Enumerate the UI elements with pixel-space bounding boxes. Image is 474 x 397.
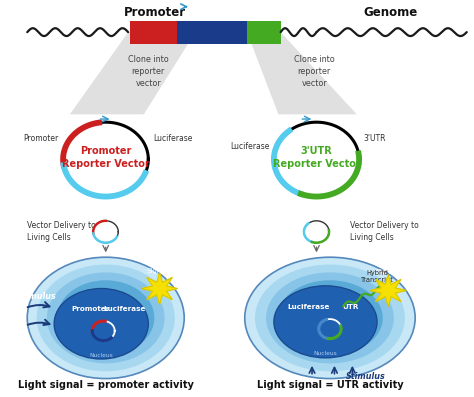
Text: Gene: Gene bbox=[197, 27, 227, 38]
Text: UTR: UTR bbox=[342, 304, 358, 310]
Ellipse shape bbox=[54, 289, 148, 359]
FancyBboxPatch shape bbox=[177, 21, 247, 44]
Text: 3'UTR: 3'UTR bbox=[364, 135, 386, 143]
Text: Light
Signal: Light Signal bbox=[146, 260, 168, 274]
Text: Luciferase: Luciferase bbox=[287, 304, 329, 310]
Text: Luciferase: Luciferase bbox=[230, 142, 269, 151]
Text: 3'UTR: 3'UTR bbox=[249, 28, 278, 37]
Text: Light
Signal: Light Signal bbox=[375, 262, 397, 276]
Text: Stimulus: Stimulus bbox=[17, 292, 57, 301]
Text: Vector Delivery to
Living Cells: Vector Delivery to Living Cells bbox=[350, 222, 419, 242]
Text: Clone into
reporter
vector: Clone into reporter vector bbox=[128, 55, 169, 88]
Text: Promoter: Promoter bbox=[23, 135, 59, 143]
Text: Promoter
Reporter Vector: Promoter Reporter Vector bbox=[62, 146, 150, 169]
Polygon shape bbox=[370, 275, 406, 306]
Ellipse shape bbox=[274, 286, 377, 358]
Ellipse shape bbox=[255, 264, 405, 371]
Text: Luciferase: Luciferase bbox=[103, 306, 146, 312]
Text: Hybrid
Transcript: Hybrid Transcript bbox=[361, 270, 393, 283]
Polygon shape bbox=[70, 32, 195, 114]
Ellipse shape bbox=[57, 280, 155, 355]
Text: Luciferase: Luciferase bbox=[153, 135, 192, 143]
Text: Clone into
reporter
vector: Clone into reporter vector bbox=[294, 55, 335, 88]
Text: 3'UTR
Reporter Vector: 3'UTR Reporter Vector bbox=[273, 146, 360, 169]
Text: Promoter: Promoter bbox=[71, 306, 109, 312]
Ellipse shape bbox=[245, 257, 415, 379]
Text: Light signal = promoter activity: Light signal = promoter activity bbox=[18, 380, 194, 389]
Ellipse shape bbox=[266, 272, 394, 363]
Text: Promoter: Promoter bbox=[124, 6, 186, 19]
Text: Stimulus: Stimulus bbox=[346, 372, 386, 381]
Polygon shape bbox=[247, 32, 357, 114]
Ellipse shape bbox=[47, 272, 164, 363]
Ellipse shape bbox=[36, 264, 175, 371]
FancyBboxPatch shape bbox=[130, 21, 177, 44]
Text: Light signal = UTR activity: Light signal = UTR activity bbox=[256, 380, 403, 389]
FancyBboxPatch shape bbox=[247, 21, 281, 44]
Polygon shape bbox=[142, 273, 177, 304]
Text: Nucleus: Nucleus bbox=[90, 353, 113, 358]
Text: Vector Delivery to
Living Cells: Vector Delivery to Living Cells bbox=[27, 222, 96, 242]
Ellipse shape bbox=[27, 257, 184, 379]
Ellipse shape bbox=[277, 280, 383, 355]
Text: Genome: Genome bbox=[364, 6, 418, 19]
Text: Nucleus: Nucleus bbox=[314, 351, 337, 357]
